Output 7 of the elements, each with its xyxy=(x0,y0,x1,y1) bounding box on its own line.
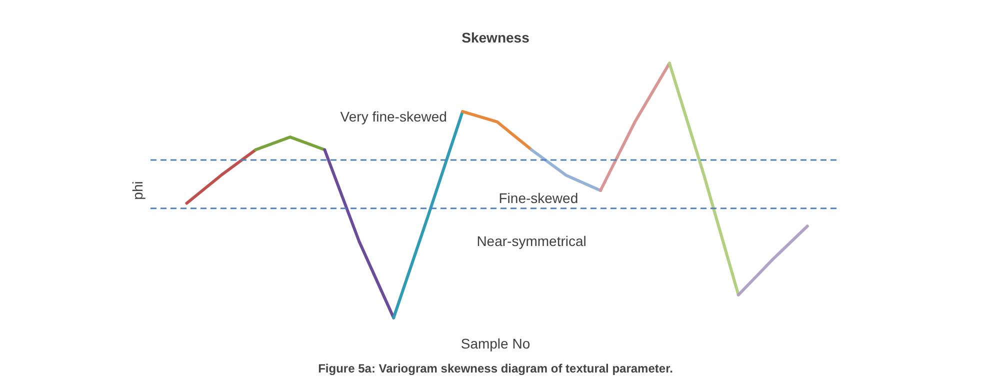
annotation: Fine-skewed xyxy=(498,190,578,206)
x-axis-title: Sample No xyxy=(460,336,530,352)
annotation: Very fine-skewed xyxy=(340,108,447,124)
y-axis-title: phi xyxy=(130,181,146,200)
annotation: Near-symmetrical xyxy=(476,233,586,250)
chart-title: Skewness xyxy=(462,30,530,46)
caption: Figure 5a: Variogram skewness diagram of textural parameter. xyxy=(318,362,673,376)
